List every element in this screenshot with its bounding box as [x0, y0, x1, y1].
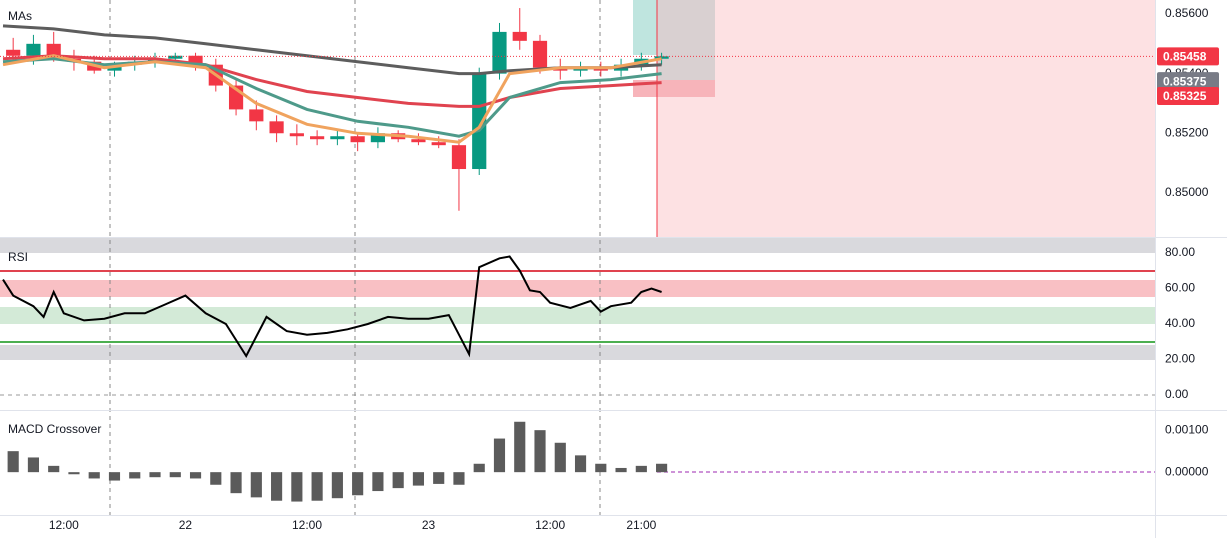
histogram-bar — [149, 472, 161, 478]
stop-zone — [657, 0, 1155, 237]
histogram-bar — [453, 472, 465, 485]
histogram-bar — [412, 472, 425, 486]
y-tick-label: 0.85600 — [1165, 6, 1209, 20]
band — [0, 280, 1155, 297]
y-tick-label: 60.00 — [1165, 281, 1195, 295]
histogram-bar — [68, 472, 80, 475]
candle-body — [451, 145, 467, 170]
histogram-bar — [392, 472, 404, 489]
candle-body — [654, 56, 669, 59]
x-tick-label: 12:00 — [49, 518, 79, 532]
x-tick-label: 21:00 — [626, 518, 656, 532]
y-tick-label: 0.00000 — [1165, 464, 1209, 478]
line — [2, 255, 662, 359]
y-tick-label: 80.00 — [1165, 245, 1195, 259]
histogram-bar — [473, 463, 485, 473]
histogram-bar — [129, 472, 141, 479]
marks — [0, 8, 1155, 502]
candle-body — [431, 142, 446, 146]
histogram-bar — [189, 472, 202, 479]
histogram-bar — [514, 421, 526, 473]
histogram-bar — [230, 472, 242, 494]
histogram-bar — [615, 467, 627, 473]
entry-box — [657, 0, 715, 80]
histogram-bar — [250, 472, 262, 498]
candle-body — [350, 136, 365, 143]
candle-body — [269, 121, 284, 134]
x-tick-label: 12:00 — [535, 518, 565, 532]
histogram-bar — [595, 463, 607, 473]
candle-body — [411, 139, 426, 143]
candle-body — [310, 136, 325, 140]
x-tick-label: 12:00 — [292, 518, 322, 532]
price-label-box — [1157, 47, 1219, 66]
histogram-bar — [331, 472, 343, 499]
candle-body — [370, 133, 385, 143]
y-tick-label: 0.85000 — [1165, 185, 1209, 199]
target-zone — [633, 0, 657, 55]
session-lines — [109, 0, 601, 515]
y-tick-label: 0.85200 — [1165, 125, 1209, 139]
rsi-bands — [0, 238, 1155, 396]
histogram-bar — [656, 463, 668, 473]
candle-body — [6, 49, 21, 56]
candle-body — [492, 31, 507, 74]
candle-body — [26, 43, 41, 56]
price-label-box — [1157, 86, 1219, 105]
pane-title: MACD Crossover — [8, 422, 101, 436]
x-tick-label: 22 — [179, 518, 193, 532]
candle-body — [512, 31, 527, 41]
histogram-bar — [433, 472, 445, 484]
pane-title: MAs — [8, 9, 32, 23]
price-label: 0.85375 — [1163, 74, 1207, 88]
y-tick-label: 0.00 — [1165, 387, 1189, 401]
price-label-box — [1157, 72, 1219, 91]
histogram-bar — [291, 472, 303, 502]
x-tick-label: 23 — [422, 518, 436, 532]
y-tick-label: 0.00100 — [1165, 422, 1209, 436]
band — [0, 345, 1155, 360]
line — [2, 57, 662, 138]
histogram-bar — [554, 442, 566, 473]
histogram-bar — [48, 465, 60, 473]
histogram-bar — [635, 465, 647, 473]
histogram-bar — [169, 472, 181, 478]
candle-body — [289, 133, 304, 137]
line — [2, 54, 662, 108]
histogram-bar — [311, 472, 323, 501]
pane-title: RSI — [8, 250, 28, 264]
candle-body — [168, 55, 183, 59]
candle-body — [532, 40, 548, 68]
candle-body — [472, 73, 487, 170]
y-tick-label: 20.00 — [1165, 352, 1195, 366]
histogram-bar — [493, 438, 506, 473]
histogram-bar — [271, 472, 283, 501]
histogram-bar — [534, 430, 546, 473]
y-tick-label: 40.00 — [1165, 316, 1195, 330]
price-label: 0.85458 — [1163, 50, 1207, 64]
candle-body — [330, 136, 345, 140]
histogram-bar — [210, 472, 222, 485]
histogram-bar — [372, 472, 384, 492]
histogram-bar — [7, 451, 19, 473]
price-label: 0.85325 — [1163, 89, 1207, 103]
candle-body — [188, 55, 203, 65]
line — [2, 54, 662, 144]
histogram-bar — [352, 472, 364, 496]
histogram-bar — [88, 472, 100, 479]
band — [0, 307, 1155, 324]
histogram-bar — [108, 472, 121, 481]
candle-body — [249, 109, 264, 122]
position-tool — [633, 0, 1155, 237]
band — [0, 238, 1155, 253]
histogram-bar — [27, 457, 40, 473]
histogram-bar — [574, 455, 587, 473]
